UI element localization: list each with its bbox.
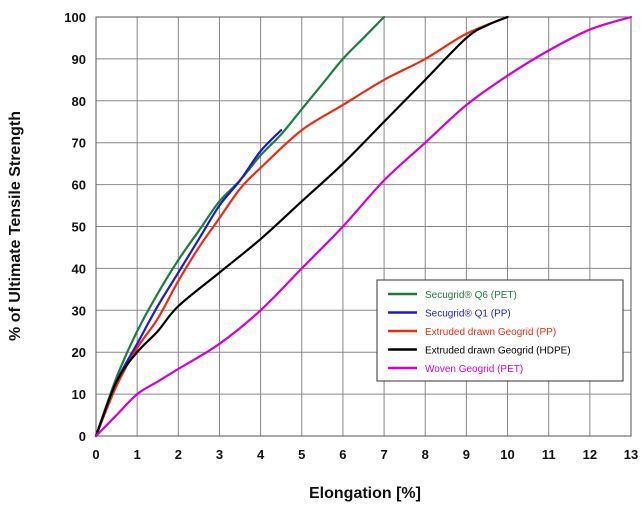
grid [95,16,632,437]
y-tick-label: 10 [72,387,86,402]
x-tick-label: 13 [624,447,638,462]
legend-label: Secugrid® Q1 (PP) [425,309,511,320]
x-tick-label: 2 [175,447,182,462]
x-tick-label: 8 [422,447,429,462]
series-line-3 [94,15,509,438]
x-tick-label: 6 [339,447,346,462]
y-tick-label: 50 [72,220,86,235]
x-tick-label: 9 [463,447,470,462]
y-tick-label: 80 [72,94,86,109]
plot-frame [95,16,632,437]
legend-label: Woven Geogrid (PET) [425,364,523,375]
series-line-4 [94,15,509,438]
y-tick-label: 30 [72,303,86,318]
x-tick-label: 1 [134,447,141,462]
x-tick-label: 10 [500,447,514,462]
y-tick-label: 90 [72,52,86,67]
x-tick-label: 11 [542,447,556,462]
x-tick-label: 0 [92,447,99,462]
y-axis-title: % of Ultimate Tensile Strength [7,111,24,341]
x-tick-label: 5 [298,447,305,462]
y-tick-label: 40 [72,261,86,276]
y-tick-label: 60 [72,178,86,193]
legend: Secugrid® Q6 (PET) Secugrid® Q1 (PP) Extru… [376,279,624,382]
y-tick-label: 20 [72,345,86,360]
y-tick-label: 70 [72,136,86,151]
y-tick-label: 100 [64,10,86,25]
legend-box [376,279,624,382]
series-lines [94,15,633,438]
legend-label: Extruded drawn Geogrid (HDPE) [425,346,571,357]
y-tick-label: 0 [79,429,86,444]
series-line-2 [94,129,283,438]
legend-label: Extruded drawn Geogrid (PP) [425,327,556,338]
x-tick-label: 4 [257,447,265,462]
x-tick-label: 7 [380,447,387,462]
series-line-5 [94,15,633,438]
x-tick-label: 12 [583,447,597,462]
x-tick-label: 3 [216,447,223,462]
legend-label: Secugrid® Q6 (PET) [425,290,517,301]
x-axis-title: Elongation [%] [309,485,421,502]
